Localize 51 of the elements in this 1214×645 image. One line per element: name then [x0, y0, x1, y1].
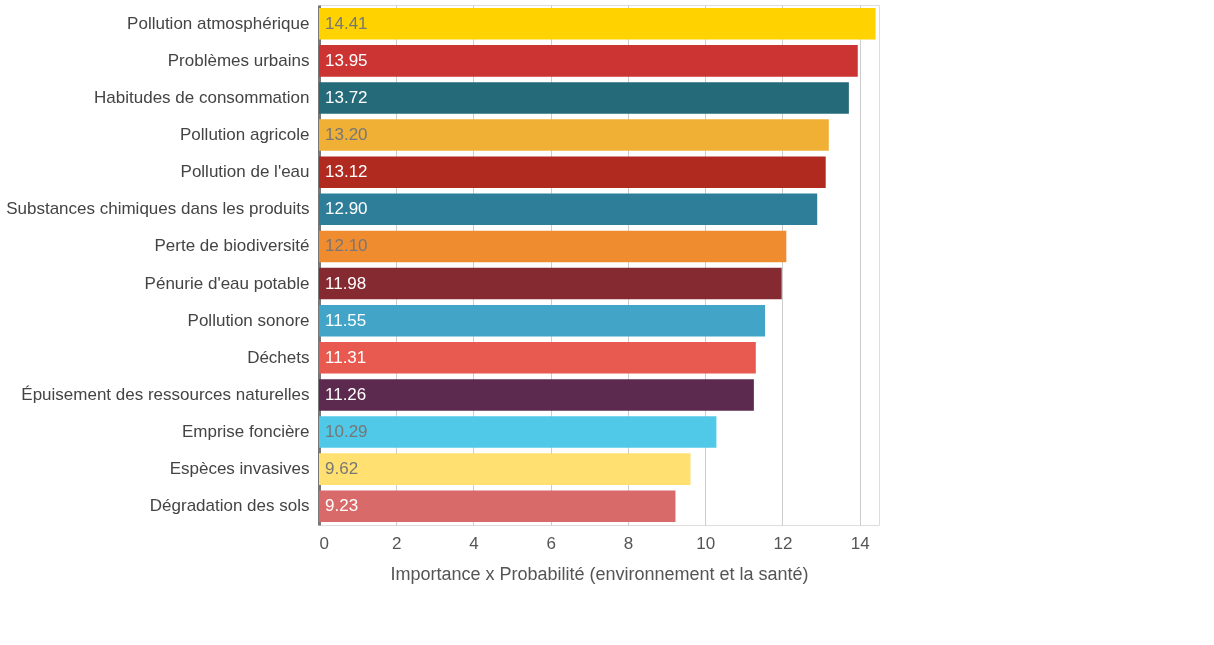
bar	[319, 490, 676, 523]
y-tick-label: Pollution atmosphérique	[127, 13, 310, 33]
data-label: 11.55	[325, 310, 367, 330]
y-tick-label: Pollution sonore	[187, 310, 310, 330]
bar	[319, 193, 818, 226]
x-tick-label: 4	[469, 533, 479, 553]
data-label: 11.26	[325, 384, 367, 404]
y-tick-label: Pollution agricole	[180, 125, 310, 145]
y-tick-label: Substances chimiques dans les produits	[6, 199, 310, 219]
bar	[319, 453, 691, 485]
x-tick-label: 12	[773, 533, 793, 553]
data-label: 9.62	[325, 459, 359, 479]
bar	[319, 342, 756, 374]
data-label: 13.12	[325, 162, 368, 182]
x-tick-label: 6	[546, 533, 556, 553]
y-tick-label: Espèces invasives	[169, 459, 310, 479]
data-label: 13.20	[325, 125, 368, 145]
x-tick-label: 14	[850, 533, 870, 553]
bar	[319, 7, 876, 40]
bar	[319, 416, 717, 448]
bar	[319, 379, 754, 411]
y-tick-label: Habitudes de consommation	[94, 87, 310, 107]
bar	[319, 82, 849, 114]
bar	[319, 230, 787, 263]
bar	[319, 304, 766, 337]
y-tick-label: Pénurie d'eau potable	[144, 273, 310, 293]
bar	[319, 119, 829, 151]
x-tick-label: 10	[696, 533, 716, 553]
data-label: 9.23	[325, 496, 359, 516]
y-tick-label: Pollution de l'eau	[180, 162, 310, 182]
y-tick-label: Déchets	[247, 347, 310, 367]
y-tick-label: Perte de biodiversité	[154, 236, 310, 256]
bar	[319, 45, 858, 77]
data-label: 11.31	[325, 347, 367, 367]
x-tick-label: 2	[392, 533, 402, 553]
data-label: 11.98	[325, 273, 367, 293]
data-label: 13.95	[325, 50, 368, 70]
y-tick-label: Emprise foncière	[181, 422, 310, 442]
x-axis-title: Importance x Probabilité (environnement et la santé)	[390, 563, 809, 584]
data-label: 14.41	[325, 13, 368, 33]
y-tick-label: Problèmes urbains	[167, 50, 310, 70]
data-label: 13.72	[325, 87, 368, 107]
data-label: 12.10	[325, 236, 368, 256]
x-tick-label: 0	[319, 533, 329, 553]
bar	[319, 156, 826, 188]
data-label: 10.29	[325, 422, 368, 442]
data-label: 12.90	[325, 199, 368, 219]
x-tick-label: 8	[623, 533, 634, 553]
y-tick-label: Dégradation des sols	[149, 496, 310, 516]
bar	[319, 267, 782, 300]
y-tick-label: Épuisement des ressources naturelles	[21, 384, 310, 404]
